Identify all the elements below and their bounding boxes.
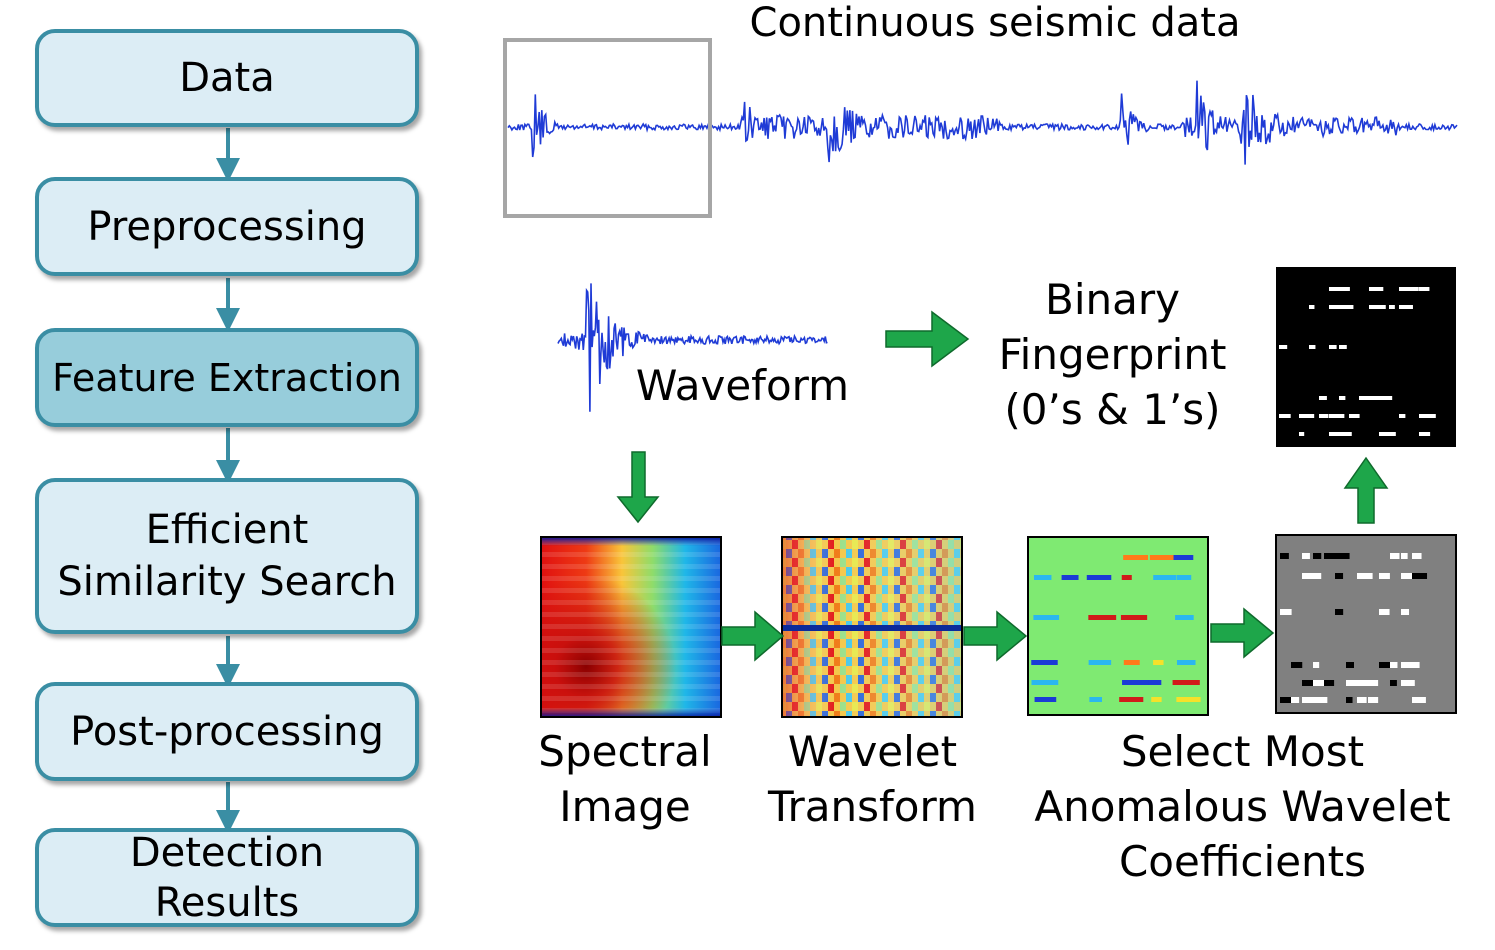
spectral-image bbox=[540, 536, 722, 718]
step-detection-results-label: Detection Results bbox=[129, 829, 325, 926]
step-detection-results: Detection Results bbox=[35, 828, 419, 927]
waveform-label: Waveform bbox=[635, 361, 850, 410]
waveform-selection-box bbox=[503, 38, 712, 218]
arrow-waveform-to-spectral bbox=[616, 451, 660, 524]
arrow-spectral-to-wavelet bbox=[721, 610, 785, 662]
binary-fingerprint-label-line3: (0’s & 1’s) bbox=[1004, 385, 1221, 434]
wavelet-transform-label-line2: Transform bbox=[768, 782, 977, 831]
wavelet-transform-image bbox=[781, 536, 963, 718]
waveform-trace bbox=[557, 283, 828, 412]
select-coefficients-label-line1: Select Most bbox=[1120, 727, 1365, 776]
arrow-sign-to-fingerprint bbox=[1343, 456, 1389, 524]
spectral-image-label-line2: Image bbox=[559, 782, 691, 831]
arrow-wavelet-to-coefficients bbox=[963, 610, 1028, 662]
continuous-seismic-data-title: Continuous seismic data bbox=[749, 0, 1241, 46]
continuous-seismic-waveform bbox=[507, 80, 1458, 165]
step-feature-extraction: Feature Extraction bbox=[35, 328, 419, 427]
arrow-coefficients-to-sign bbox=[1210, 607, 1275, 659]
step-data-label: Data bbox=[179, 55, 275, 101]
step-similarity-search-label: Efficient Similarity Search bbox=[57, 507, 397, 605]
top-coefficients-image bbox=[1027, 536, 1209, 716]
select-coefficients-label-line3: Coefficients bbox=[1118, 837, 1367, 886]
spectral-image-label: Spectral Image bbox=[525, 724, 725, 834]
step-preprocessing-label: Preprocessing bbox=[87, 203, 367, 250]
binary-fingerprint-image bbox=[1276, 267, 1456, 447]
step-post-processing-label: Post-processing bbox=[70, 708, 384, 755]
step-feature-extraction-label: Feature Extraction bbox=[52, 355, 402, 400]
sign-image bbox=[1275, 534, 1457, 714]
arrow-waveform-to-fingerprint bbox=[885, 310, 970, 368]
select-coefficients-label-line2: Anomalous Wavelet bbox=[1034, 782, 1451, 831]
wavelet-transform-label-line1: Wavelet bbox=[787, 727, 958, 776]
step-data: Data bbox=[35, 29, 419, 127]
flow-arrows bbox=[616, 310, 1389, 662]
wavelet-transform-label: Wavelet Transform bbox=[765, 724, 980, 834]
spectral-image-label-line1: Spectral bbox=[538, 727, 712, 776]
binary-fingerprint-label-line2: Fingerprint bbox=[998, 330, 1227, 379]
binary-fingerprint-label-line1: Binary bbox=[1045, 275, 1180, 324]
binary-fingerprint-label: Binary Fingerprint (0’s & 1’s) bbox=[985, 272, 1240, 437]
step-efficient-similarity-search: Efficient Similarity Search bbox=[35, 478, 419, 634]
step-preprocessing: Preprocessing bbox=[35, 177, 419, 276]
step-post-processing: Post-processing bbox=[35, 682, 419, 781]
select-coefficients-label: Select Most Anomalous Wavelet Coefficien… bbox=[1030, 724, 1455, 889]
